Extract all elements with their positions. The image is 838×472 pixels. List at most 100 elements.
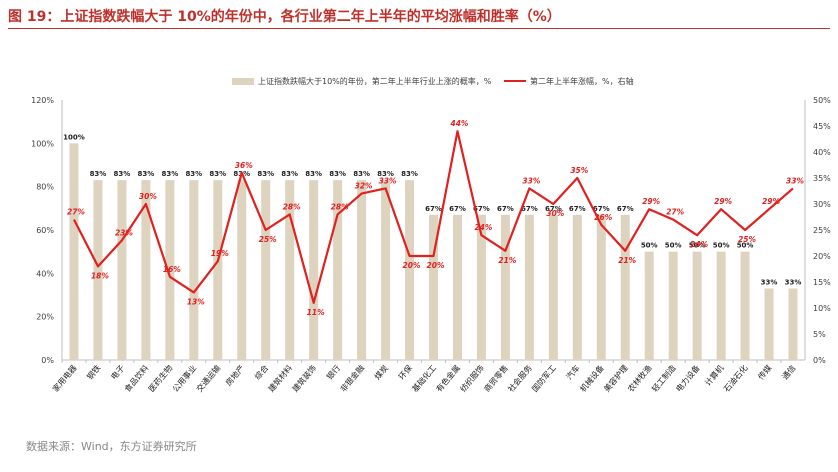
right-axis-tick-label: 25% — [813, 226, 831, 235]
bar — [261, 180, 271, 360]
line-value-label: 29% — [642, 197, 660, 206]
line-value-label: 30% — [139, 192, 157, 201]
right-axis-tick-label: 30% — [813, 200, 831, 209]
category-label: 医药生物 — [146, 363, 174, 394]
left-axis-tick-label: 80% — [36, 183, 54, 192]
line-value-label: 27% — [67, 208, 85, 217]
line-value-label: 13% — [187, 297, 205, 306]
bar — [237, 180, 247, 360]
left-axis-tick-label: 40% — [36, 269, 54, 278]
category-label: 公用事业 — [170, 363, 198, 394]
legend-bar-label: 上证指数跌幅大于10%的年份，第二年上半年行业上涨的概率，% — [258, 76, 492, 86]
bar-value-label: 67% — [593, 205, 610, 213]
line-value-label: 30% — [546, 209, 564, 218]
bar-value-label: 83% — [305, 170, 322, 178]
line-value-label: 25% — [738, 235, 756, 244]
bar-value-label: 83% — [114, 170, 131, 178]
line-value-label: 20% — [427, 261, 445, 270]
line-value-label: 33% — [522, 176, 540, 185]
growth-line — [73, 130, 794, 304]
line-value-label: 20% — [403, 261, 421, 270]
bar-value-label: 83% — [185, 170, 202, 178]
right-axis-tick-label: 10% — [813, 304, 831, 313]
bar — [668, 251, 678, 360]
bar — [117, 180, 127, 360]
category-label: 传媒 — [756, 363, 774, 382]
category-label: 综合 — [252, 363, 270, 382]
bar-value-label: 83% — [209, 170, 226, 178]
bar-value-label: 83% — [161, 170, 178, 178]
category-label: 家用电器 — [50, 363, 78, 394]
bar — [692, 251, 702, 360]
line-value-label: 36% — [235, 161, 253, 170]
bar — [381, 180, 391, 360]
bar — [285, 180, 295, 360]
category-label: 建筑装饰 — [290, 363, 318, 394]
left-axis-tick-label: 120% — [31, 96, 54, 105]
bar-value-label: 50% — [713, 242, 730, 250]
bar-value-label: 83% — [257, 170, 274, 178]
bar-value-label: 100% — [63, 133, 85, 141]
data-source-note: 数据来源：Wind，东方证券研究所 — [26, 440, 197, 453]
category-label: 社会服务 — [506, 363, 534, 394]
category-label: 机械设备 — [578, 363, 606, 394]
right-axis-tick-label: 15% — [813, 278, 831, 287]
bar — [764, 288, 774, 360]
bar-value-label: 67% — [617, 205, 634, 213]
line-value-label: 28% — [331, 202, 349, 211]
line-value-label: 11% — [307, 308, 325, 317]
bar — [452, 214, 462, 360]
bar-value-label: 33% — [761, 279, 778, 287]
bar-value-label: 67% — [545, 205, 562, 213]
legend-bar-swatch — [232, 78, 254, 85]
bar-value-label: 67% — [521, 205, 538, 213]
bar — [309, 180, 319, 360]
bar-value-label: 67% — [497, 205, 514, 213]
category-label: 农林牧渔 — [626, 363, 654, 394]
bar — [165, 180, 175, 360]
bar-value-label: 50% — [665, 242, 682, 250]
legend-line-label: 第二年上半年涨幅，%，右轴 — [530, 76, 634, 86]
bar — [189, 180, 199, 360]
category-label: 银行 — [324, 363, 342, 382]
category-label: 环保 — [396, 363, 414, 382]
bar-value-label: 83% — [90, 170, 107, 178]
bar — [524, 214, 534, 360]
left-axis-tick-label: 0% — [41, 356, 54, 365]
line-value-label: 23% — [115, 228, 133, 237]
bar — [620, 214, 630, 360]
bar — [405, 180, 415, 360]
category-label: 美容护理 — [602, 363, 630, 394]
category-label: 基础化工 — [410, 363, 438, 394]
line-value-label: 16% — [163, 265, 181, 274]
line-value-label: 21% — [618, 256, 636, 265]
bar-value-label: 83% — [401, 170, 418, 178]
right-axis-tick-label: 50% — [813, 96, 831, 105]
bar-value-label: 67% — [569, 205, 586, 213]
bar — [69, 143, 79, 360]
bar-value-label: 83% — [329, 170, 346, 178]
category-label: 计算机 — [703, 363, 726, 388]
right-axis-tick-label: 0% — [813, 356, 826, 365]
left-axis-tick-label: 60% — [36, 226, 54, 235]
line-value-label: 21% — [498, 256, 516, 265]
line-value-label: 29% — [714, 197, 732, 206]
category-label: 商贸零售 — [482, 363, 510, 394]
bar-value-label: 67% — [473, 205, 490, 213]
category-label: 钢铁 — [85, 363, 103, 382]
line-value-label: 24% — [474, 223, 492, 232]
bar — [644, 251, 654, 360]
bar — [357, 180, 367, 360]
bar-value-label: 83% — [138, 170, 155, 178]
bar — [93, 180, 103, 360]
category-label: 房地产 — [223, 363, 246, 388]
bar — [476, 214, 486, 360]
line-value-label: 29% — [762, 197, 780, 206]
bar-value-label: 83% — [281, 170, 298, 178]
category-label: 交通运输 — [194, 363, 222, 394]
bar — [716, 251, 726, 360]
bar — [740, 251, 750, 360]
category-label: 汽车 — [564, 363, 582, 382]
title-divider — [8, 28, 830, 29]
